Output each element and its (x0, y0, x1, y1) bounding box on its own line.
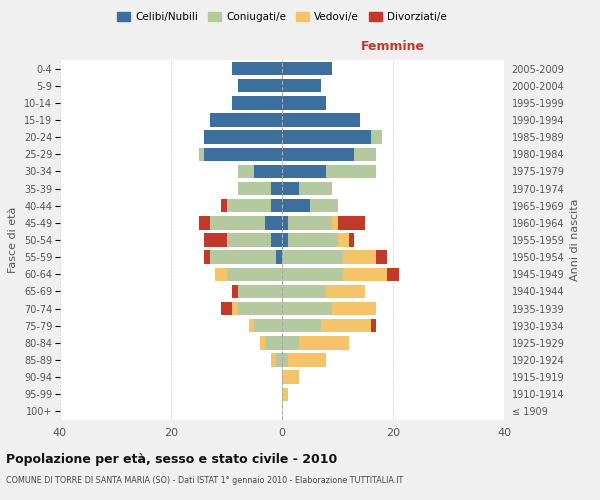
Bar (204, 148, 282, 161)
Bar (204, 234, 227, 246)
Bar (277, 354, 282, 366)
Bar (282, 234, 287, 246)
Bar (282, 268, 343, 281)
Bar (282, 216, 287, 230)
Bar (321, 319, 371, 332)
Bar (210, 216, 265, 230)
Bar (326, 284, 365, 298)
Bar (254, 164, 282, 178)
Bar (349, 234, 354, 246)
Text: Femmine: Femmine (361, 40, 425, 53)
Bar (265, 336, 282, 349)
Bar (282, 388, 287, 401)
Bar (282, 79, 321, 92)
Bar (332, 302, 376, 316)
Bar (282, 96, 326, 110)
Bar (260, 336, 265, 349)
Bar (227, 199, 271, 212)
Bar (249, 319, 254, 332)
Bar (232, 302, 238, 316)
Bar (282, 250, 343, 264)
Bar (282, 62, 332, 76)
Bar (376, 250, 388, 264)
Bar (282, 354, 287, 366)
Bar (282, 199, 310, 212)
Bar (271, 199, 282, 212)
Bar (343, 250, 376, 264)
Bar (238, 79, 282, 92)
Bar (354, 148, 376, 161)
Bar (277, 250, 282, 264)
Bar (238, 302, 282, 316)
Bar (282, 114, 360, 126)
Bar (371, 319, 376, 332)
Bar (238, 182, 271, 196)
Bar (287, 234, 337, 246)
Bar (299, 182, 332, 196)
Bar (310, 199, 337, 212)
Bar (282, 284, 326, 298)
Bar (271, 234, 282, 246)
Bar (238, 164, 254, 178)
Bar (204, 250, 210, 264)
Bar (204, 130, 282, 144)
Bar (199, 216, 210, 230)
Bar (282, 370, 299, 384)
Bar (326, 164, 376, 178)
Bar (199, 148, 204, 161)
Bar (282, 182, 299, 196)
Bar (282, 130, 371, 144)
Y-axis label: Anni di nascita: Anni di nascita (570, 198, 580, 281)
Bar (287, 354, 326, 366)
Bar (227, 268, 282, 281)
Bar (287, 216, 332, 230)
Bar (282, 302, 332, 316)
Bar (210, 250, 277, 264)
Bar (282, 336, 299, 349)
Bar (337, 234, 349, 246)
Bar (254, 319, 282, 332)
Bar (271, 182, 282, 196)
Bar (299, 336, 349, 349)
Bar (238, 284, 282, 298)
Bar (232, 96, 282, 110)
Bar (271, 354, 277, 366)
Y-axis label: Fasce di età: Fasce di età (8, 207, 19, 273)
Bar (215, 268, 227, 281)
Bar (343, 268, 388, 281)
Text: COMUNE DI TORRE DI SANTA MARIA (SO) - Dati ISTAT 1° gennaio 2010 - Elaborazione : COMUNE DI TORRE DI SANTA MARIA (SO) - Da… (6, 476, 403, 485)
Bar (221, 302, 232, 316)
Bar (337, 216, 365, 230)
Bar (265, 216, 282, 230)
Bar (282, 164, 326, 178)
Bar (332, 216, 337, 230)
Bar (371, 130, 382, 144)
Bar (210, 114, 282, 126)
Legend: Celibi/Nubili, Coniugati/e, Vedovi/e, Divorziati/e: Celibi/Nubili, Coniugati/e, Vedovi/e, Di… (113, 8, 451, 26)
Bar (227, 234, 271, 246)
Bar (221, 199, 227, 212)
Bar (282, 319, 321, 332)
Bar (282, 148, 354, 161)
Bar (232, 284, 238, 298)
Bar (232, 62, 282, 76)
Text: Popolazione per età, sesso e stato civile - 2010: Popolazione per età, sesso e stato civil… (6, 452, 337, 466)
Bar (388, 268, 398, 281)
